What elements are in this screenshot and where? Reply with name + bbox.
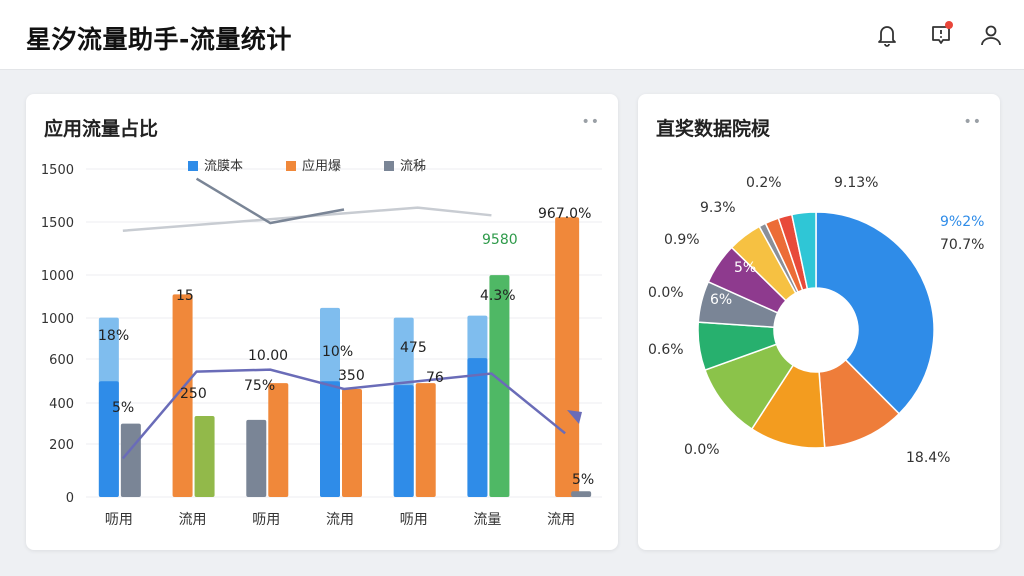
bar xyxy=(571,491,592,497)
bar xyxy=(172,294,193,497)
pie-slice xyxy=(815,211,935,415)
app-title: 星汐流量助手-流量统计 xyxy=(26,25,292,54)
data-label: 18% xyxy=(98,328,129,344)
pie-slice xyxy=(790,211,817,290)
bar xyxy=(268,383,289,497)
pie-chart-card: 直奖数据院棂 •• 9.13% 9%2% 70.7% 18.4% 0.0% 0.6% 0.0… xyxy=(638,94,1000,550)
slice-label: 9.3% xyxy=(700,200,736,216)
bar xyxy=(320,381,340,497)
y-tick-label: 1000 xyxy=(41,312,74,327)
x-tick-label: 呖用 xyxy=(400,512,428,528)
data-label: 967.0% xyxy=(538,206,591,222)
slice-label: 70.7% xyxy=(940,237,984,253)
data-label: 75% xyxy=(244,378,275,394)
legend-label: 流膜本 xyxy=(204,159,243,174)
data-label: 5% xyxy=(112,400,134,416)
slice-inner-label: 5% xyxy=(734,260,756,276)
bar xyxy=(194,415,215,497)
bell-button[interactable] xyxy=(874,22,900,48)
top-header: 星汐流量助手-流量统计 xyxy=(0,0,1024,70)
bar xyxy=(120,423,141,497)
bar xyxy=(467,358,488,497)
data-label: 250 xyxy=(180,386,207,402)
slice-label: 0.2% xyxy=(746,175,782,191)
slice-label: 0.9% xyxy=(664,232,700,248)
slice-label: 18.4% xyxy=(906,450,950,466)
y-tick-label: 1500 xyxy=(41,163,74,178)
legend-swatch xyxy=(188,161,198,171)
data-label: 15 xyxy=(176,288,194,304)
x-tick-label: 流量 xyxy=(473,512,501,528)
x-tick-label: 流用 xyxy=(179,512,207,528)
bar xyxy=(246,419,267,497)
y-tick-label: 0 xyxy=(66,491,74,506)
bell-icon xyxy=(878,26,896,47)
bar xyxy=(393,385,414,497)
bar xyxy=(415,383,436,497)
notification-icon xyxy=(932,26,950,44)
pie-chart-more-button[interactable]: •• xyxy=(963,114,982,130)
x-tick-label: 呖用 xyxy=(252,512,280,528)
user-button[interactable] xyxy=(978,22,1004,48)
slice-label: 0.0% xyxy=(648,285,684,301)
bar-chart-card: 应用流量占比 •• 0 200 400 600 1000 1000 1500 1500 流膜本 应… xyxy=(26,94,618,550)
data-label: 5% xyxy=(572,472,594,488)
data-label: 10% xyxy=(322,344,353,360)
y-tick-label: 200 xyxy=(49,438,74,453)
notification-button[interactable] xyxy=(928,21,954,48)
legend-label: 应用爆 xyxy=(302,158,341,174)
y-tick-label: 400 xyxy=(49,397,74,412)
legend-swatch xyxy=(286,161,296,171)
pie-chart-title: 直奖数据院棂 xyxy=(656,118,771,140)
series-line xyxy=(121,368,566,460)
pie-chart: 9.13% 9%2% 70.7% 18.4% 0.0% 0.6% 0.0% 0.9%9.3% 0… xyxy=(648,175,984,466)
y-tick-label: 600 xyxy=(49,353,74,368)
data-label: 350 xyxy=(338,368,365,384)
series-line xyxy=(122,206,492,232)
bar xyxy=(98,381,119,497)
data-label: 10.00 xyxy=(248,348,288,364)
slice-label: 0.0% xyxy=(684,442,720,458)
y-tick-label: 1000 xyxy=(41,269,74,284)
legend-swatch xyxy=(384,161,394,171)
data-label: 4.3% xyxy=(480,288,516,304)
x-tick-label: 流用 xyxy=(547,512,575,528)
line-arrow xyxy=(567,410,582,424)
user-icon xyxy=(981,25,1001,46)
legend-label: 流秭 xyxy=(400,159,426,174)
bar xyxy=(342,388,362,497)
notification-badge xyxy=(945,21,953,29)
slice-label: 0.6% xyxy=(648,342,684,358)
x-tick-label: 流用 xyxy=(326,512,354,528)
data-label: 9580 xyxy=(482,232,518,248)
data-label: 475 xyxy=(400,340,427,356)
slice-label: 9.13% xyxy=(834,175,878,191)
bar-chart-more-button[interactable]: •• xyxy=(581,114,600,130)
bar-chart: 0 200 400 600 1000 1000 1500 1500 流膜本 应用爆 流秭 18% 5% 1… xyxy=(41,158,602,528)
bar-chart-title: 应用流量占比 xyxy=(44,118,159,140)
y-tick-label: 1500 xyxy=(41,216,74,231)
bar xyxy=(555,217,580,497)
data-label: 76 xyxy=(426,370,444,386)
series-line xyxy=(195,177,345,225)
x-tick-label: 呖用 xyxy=(105,512,133,528)
slice-label: 9%2% xyxy=(940,214,984,230)
bar xyxy=(489,275,510,497)
slice-inner-label: 6% xyxy=(710,292,732,308)
